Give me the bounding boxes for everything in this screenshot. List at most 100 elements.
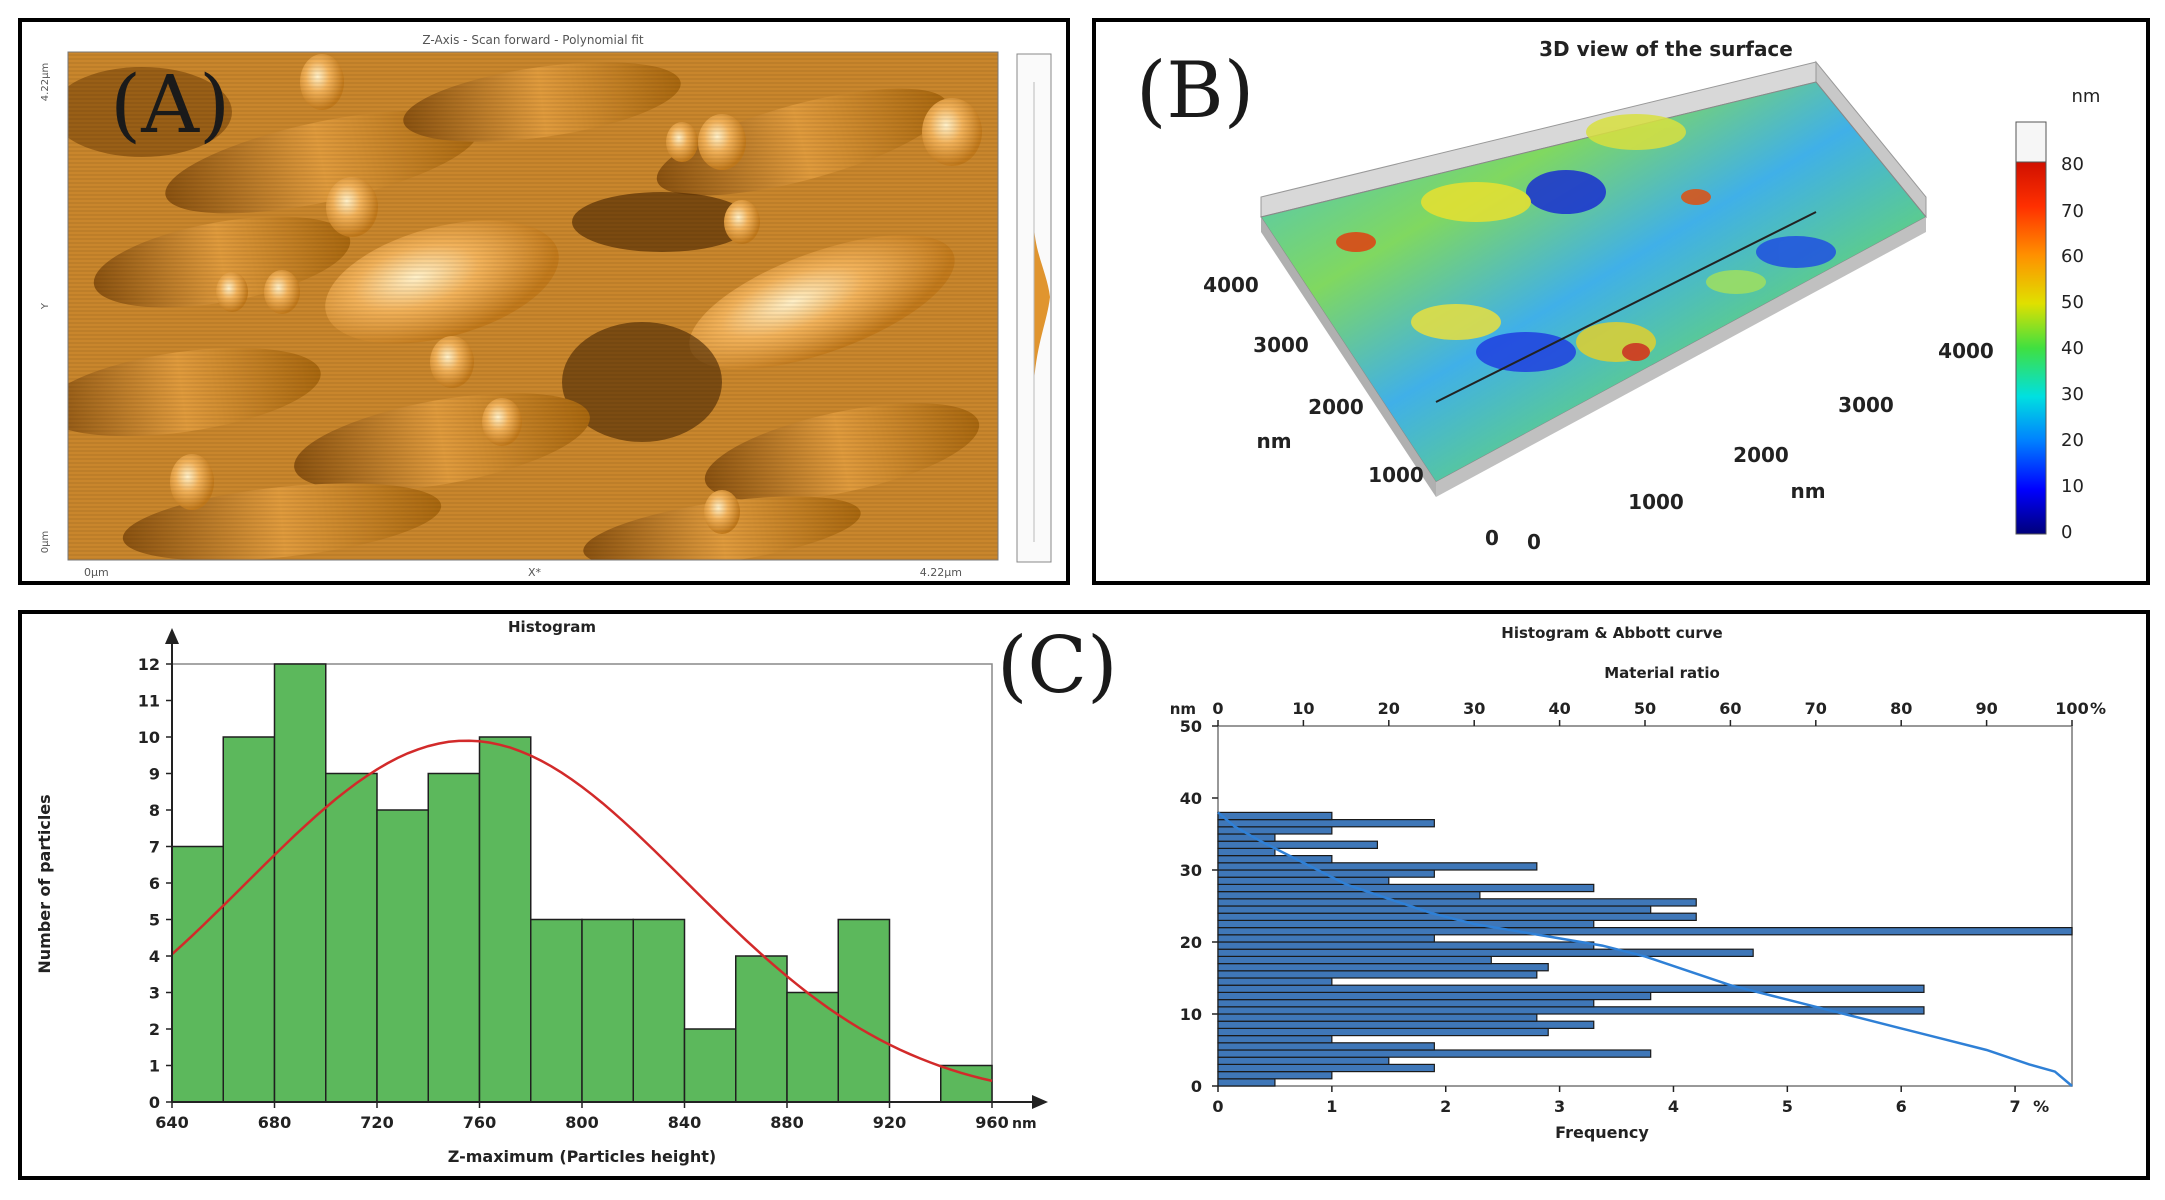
abbott-x-tick-label: 1 bbox=[1326, 1097, 1337, 1116]
abbott-y-tick-label: 30 bbox=[1180, 861, 1202, 880]
afm-title: Z-Axis - Scan forward - Polynomial fit bbox=[422, 33, 644, 47]
hist-bar bbox=[581, 918, 634, 1103]
hist-y-tick-label: 3 bbox=[149, 984, 160, 1003]
hist-y-tick-label: 10 bbox=[138, 728, 160, 747]
colorbar bbox=[2015, 161, 2047, 535]
abbott-bar bbox=[1217, 1049, 1652, 1058]
hist-x-tick-label: 640 bbox=[155, 1113, 188, 1132]
hist-y-label: Number of particles bbox=[35, 794, 54, 973]
abbott-top-tick-label: 70 bbox=[1805, 699, 1827, 718]
hist-x-tick-label: 800 bbox=[565, 1113, 598, 1132]
abbott-x-tick-label: 0 bbox=[1212, 1097, 1223, 1116]
hist-bar bbox=[478, 736, 532, 1103]
hist-bar bbox=[530, 918, 583, 1103]
abbott-curve bbox=[1217, 811, 2073, 1087]
left-tick-2000: 2000 bbox=[1308, 395, 1364, 419]
afm-y-bottom: 0μm bbox=[40, 531, 51, 553]
abbott-x-label: Frequency bbox=[1555, 1123, 1649, 1142]
hist-bar bbox=[222, 736, 276, 1103]
hist-x-label: Z-maximum (Particles height) bbox=[448, 1147, 716, 1166]
abbott-bar bbox=[1217, 876, 1390, 886]
colorbar-ticks: 80 70 60 50 40 30 20 10 0 bbox=[2061, 154, 2084, 543]
hist-x-tick-label: 920 bbox=[873, 1113, 906, 1132]
abbott-y-tick-label: 50 bbox=[1180, 717, 1202, 736]
abbott-bar bbox=[1217, 819, 1435, 828]
cbar-tick-10: 10 bbox=[2061, 476, 2084, 497]
surface-3d-svg: 3D view of the surface 4000 3000 2000 nm… bbox=[1136, 37, 2101, 554]
hist-y-tick-label: 12 bbox=[138, 655, 160, 674]
abbott-title: Histogram & Abbott curve bbox=[1501, 624, 1722, 642]
hist-bar bbox=[735, 955, 788, 1103]
hist-x-tick-label: 840 bbox=[668, 1113, 701, 1132]
hist-fit-curve bbox=[171, 739, 993, 1083]
afm-x-start: 0μm bbox=[84, 566, 109, 579]
hist-x-axis-arrow bbox=[1032, 1095, 1048, 1109]
abbott-bar bbox=[1217, 919, 1595, 929]
abbott-bar bbox=[1217, 984, 1925, 994]
abbott-top-unit: % bbox=[2090, 699, 2106, 718]
hist-y-tick-label: 0 bbox=[149, 1093, 160, 1112]
abbott-y-tick-label: 20 bbox=[1180, 933, 1202, 952]
surface-front-edge-left bbox=[1261, 217, 1436, 497]
abbott-top-tick-label: 80 bbox=[1890, 699, 1912, 718]
abbott-bar bbox=[1217, 1071, 1333, 1080]
abbott-bar bbox=[1217, 948, 1754, 958]
surface-front-edge-right bbox=[1436, 217, 1926, 497]
right-tick-3000: 3000 bbox=[1838, 393, 1894, 417]
hist-x-tick-label: 760 bbox=[463, 1113, 496, 1132]
cbar-tick-30: 30 bbox=[2061, 384, 2084, 405]
abbott-bar bbox=[1217, 811, 1333, 821]
abbott-bar bbox=[1217, 833, 1276, 842]
hist-x-tick-label: 720 bbox=[360, 1113, 393, 1132]
abbott-top-tick-label: 90 bbox=[1975, 699, 1997, 718]
hist-x-unit: nm bbox=[1012, 1116, 1037, 1132]
hist-y-tick-label: 6 bbox=[149, 874, 160, 893]
abbott-bar bbox=[1217, 1078, 1276, 1087]
right-tick-0: 0 bbox=[1527, 530, 1541, 554]
abbott-bar bbox=[1217, 840, 1379, 849]
colorbar-unit: nm bbox=[2072, 86, 2101, 107]
afm-y-mid: Y bbox=[40, 302, 51, 310]
abbott-y-tick-label: 40 bbox=[1180, 789, 1202, 808]
abbott-top-tick-label: 100 bbox=[2055, 699, 2088, 718]
afm-image-svg: Z-Axis - Scan forward - Polynomial fit 4… bbox=[40, 33, 1052, 579]
hist-x-tick-label: 680 bbox=[258, 1113, 291, 1132]
panel-c: (C) Histogram 0 1 2 3 4 5 6 7 8 9 10 11 12 640 680 720 76… bbox=[18, 610, 2150, 1180]
cbar-tick-80: 80 bbox=[2061, 154, 2084, 175]
hist-bar bbox=[683, 1028, 737, 1103]
abbott-top-axis-label: Material ratio bbox=[1604, 664, 1720, 682]
afm-y-top: 4.22μm bbox=[40, 63, 51, 101]
hist-title: Histogram bbox=[508, 618, 596, 636]
abbott-top-tick-label: 30 bbox=[1463, 699, 1485, 718]
abbott-bar bbox=[1217, 862, 1538, 871]
hist-bar bbox=[171, 845, 224, 1103]
abbott-bar bbox=[1217, 1035, 1333, 1044]
abbott-x-tick-label: 5 bbox=[1782, 1097, 1793, 1116]
abbott-y-tick-label: 0 bbox=[1191, 1077, 1202, 1096]
abbott-y-label: nm bbox=[1170, 700, 1196, 718]
surface-features bbox=[1336, 114, 1836, 372]
cbar-tick-20: 20 bbox=[2061, 430, 2084, 451]
abbott-bar bbox=[1217, 970, 1538, 979]
abbott-bar bbox=[1217, 905, 1652, 914]
afm-x-end: 4.22μm bbox=[920, 566, 962, 579]
abbott-bar bbox=[1217, 1063, 1435, 1073]
right-tick-4000: 4000 bbox=[1938, 339, 1994, 363]
cbar-tick-60: 60 bbox=[2061, 246, 2084, 267]
cbar-tick-40: 40 bbox=[2061, 338, 2084, 359]
abbott-bar bbox=[1217, 927, 2073, 936]
cbar-tick-70: 70 bbox=[2061, 201, 2084, 222]
abbott-bar bbox=[1217, 934, 1435, 943]
left-tick-3000: 3000 bbox=[1253, 333, 1309, 357]
abbott-top-tick-label: 20 bbox=[1378, 699, 1400, 718]
left-tick-4000: 4000 bbox=[1203, 273, 1259, 297]
abbott-bar bbox=[1217, 1013, 1538, 1022]
hist-y-tick-label: 1 bbox=[149, 1057, 160, 1076]
abbott-bar bbox=[1217, 1027, 1549, 1037]
colorbar-top-cap bbox=[2015, 121, 2047, 163]
abbott-x-tick-label: 2 bbox=[1440, 1097, 1451, 1116]
abbott-bar bbox=[1217, 1042, 1435, 1051]
hist-y-tick-label: 7 bbox=[149, 838, 160, 857]
hist-bar bbox=[325, 772, 378, 1103]
